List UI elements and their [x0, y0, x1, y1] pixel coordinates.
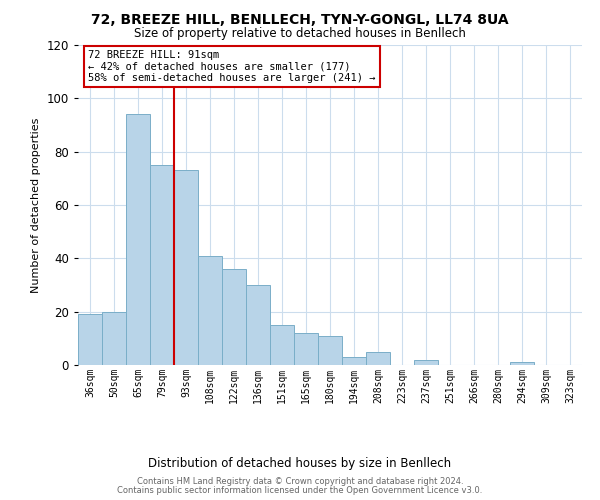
Text: Contains public sector information licensed under the Open Government Licence v3: Contains public sector information licen…	[118, 486, 482, 495]
Text: 72, BREEZE HILL, BENLLECH, TYN-Y-GONGL, LL74 8UA: 72, BREEZE HILL, BENLLECH, TYN-Y-GONGL, …	[91, 12, 509, 26]
Bar	[198, 256, 222, 365]
Bar	[126, 114, 150, 365]
Bar	[150, 165, 174, 365]
Bar	[78, 314, 102, 365]
Text: Distribution of detached houses by size in Benllech: Distribution of detached houses by size …	[148, 458, 452, 470]
Bar	[294, 333, 318, 365]
Text: Size of property relative to detached houses in Benllech: Size of property relative to detached ho…	[134, 28, 466, 40]
Bar	[270, 325, 294, 365]
Bar	[414, 360, 438, 365]
Bar	[222, 269, 246, 365]
Bar	[510, 362, 534, 365]
Bar	[246, 285, 270, 365]
Y-axis label: Number of detached properties: Number of detached properties	[31, 118, 41, 292]
Text: Contains HM Land Registry data © Crown copyright and database right 2024.: Contains HM Land Registry data © Crown c…	[137, 477, 463, 486]
Bar	[318, 336, 342, 365]
Bar	[342, 357, 366, 365]
Bar	[366, 352, 390, 365]
Bar	[174, 170, 198, 365]
Text: 72 BREEZE HILL: 91sqm
← 42% of detached houses are smaller (177)
58% of semi-det: 72 BREEZE HILL: 91sqm ← 42% of detached …	[88, 50, 376, 83]
Bar	[102, 312, 126, 365]
